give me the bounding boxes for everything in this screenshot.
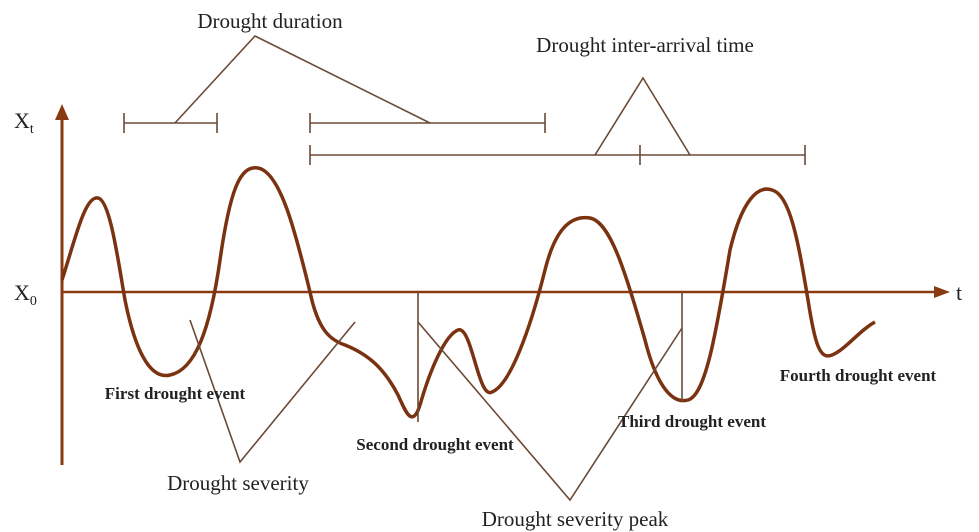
y-axis-label: Xt: [14, 108, 34, 137]
event-label: Third drought event: [618, 412, 766, 431]
x-axis-label: t: [956, 280, 962, 305]
event-label: Second drought event: [356, 435, 514, 454]
y-arrow: [55, 104, 69, 120]
label-inter-arrival: Drought inter-arrival time: [536, 33, 754, 57]
label-severity-peak: Drought severity peak: [482, 507, 669, 531]
event-label: First drought event: [105, 384, 246, 403]
label-duration: Drought duration: [197, 9, 343, 33]
label-severity: Drought severity: [167, 471, 309, 495]
series-curve: [60, 166, 876, 419]
origin-label: X0: [14, 280, 37, 309]
x-arrow: [934, 286, 950, 298]
duration-bars: [123, 35, 806, 502]
event-label: Fourth drought event: [780, 366, 937, 385]
